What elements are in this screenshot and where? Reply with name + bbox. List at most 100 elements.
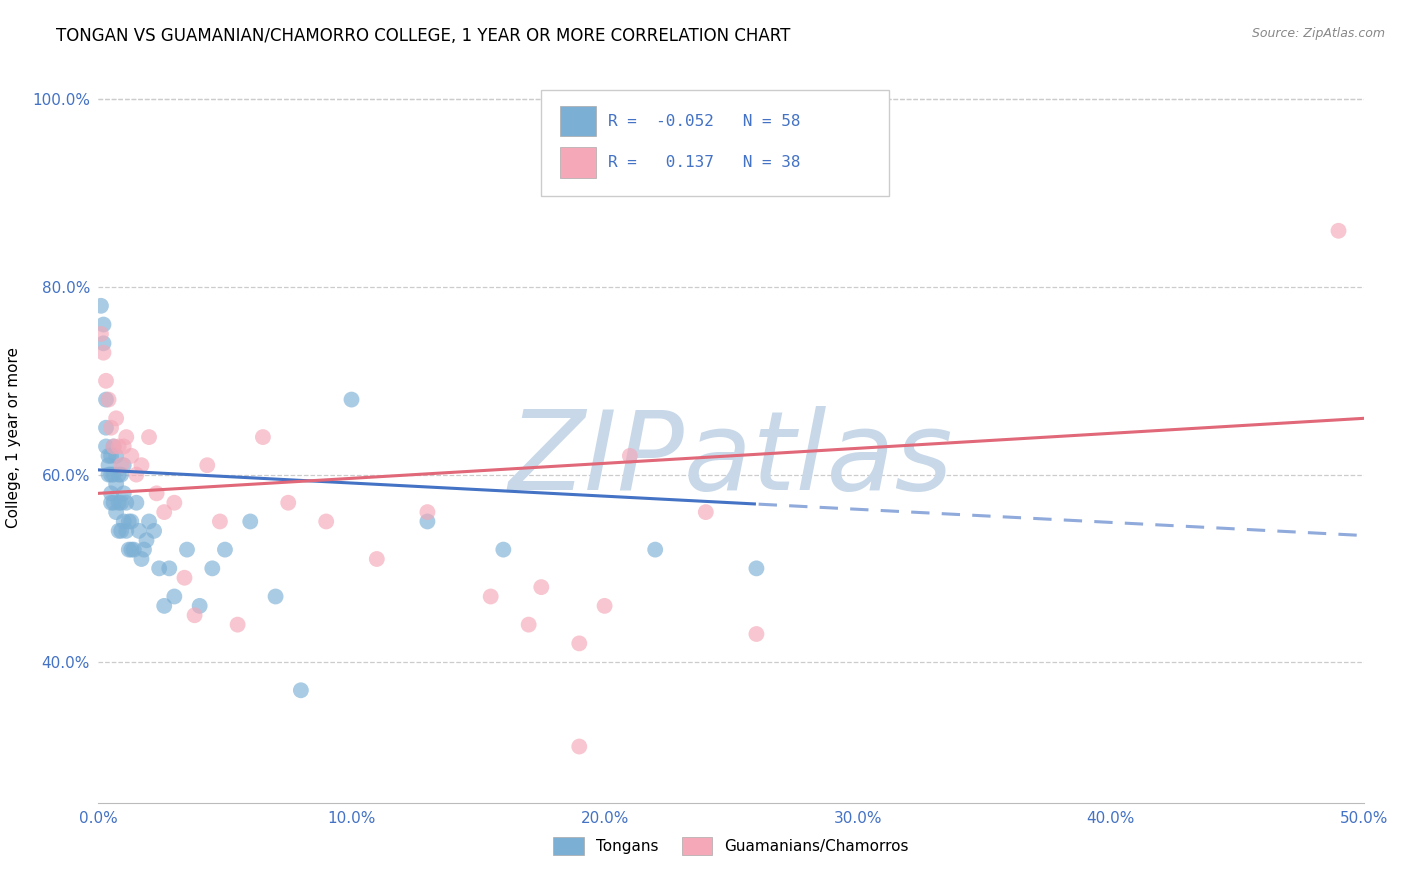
Point bbox=[112, 440, 135, 454]
Text: TONGAN VS GUAMANIAN/CHAMORRO COLLEGE, 1 YEAR OR MORE CORRELATION CHART: TONGAN VS GUAMANIAN/CHAMORRO COLLEGE, 1 … bbox=[56, 27, 790, 45]
Point bbox=[93, 336, 115, 351]
Point bbox=[644, 542, 666, 557]
Point bbox=[188, 599, 211, 613]
Point bbox=[105, 411, 128, 425]
Point bbox=[105, 477, 128, 491]
Point bbox=[100, 449, 122, 463]
Point bbox=[479, 590, 502, 604]
Point bbox=[132, 542, 155, 557]
Point bbox=[148, 561, 170, 575]
Point bbox=[153, 505, 176, 519]
Point bbox=[131, 552, 153, 566]
Point bbox=[195, 458, 218, 473]
Point bbox=[183, 608, 205, 623]
Y-axis label: College, 1 year or more: College, 1 year or more bbox=[6, 347, 21, 527]
Point bbox=[107, 467, 129, 482]
Point bbox=[94, 440, 117, 454]
Point bbox=[173, 571, 195, 585]
Point bbox=[94, 374, 117, 388]
Point bbox=[416, 505, 439, 519]
Point bbox=[366, 552, 388, 566]
Point bbox=[568, 739, 591, 754]
Legend: Tongans, Guamanians/Chamorros: Tongans, Guamanians/Chamorros bbox=[547, 831, 915, 861]
Point bbox=[492, 542, 515, 557]
FancyBboxPatch shape bbox=[560, 147, 596, 178]
Point bbox=[128, 524, 150, 538]
Point bbox=[163, 590, 186, 604]
Point bbox=[214, 542, 236, 557]
Point bbox=[120, 542, 142, 557]
Point bbox=[110, 524, 132, 538]
Point bbox=[176, 542, 198, 557]
Point bbox=[745, 561, 768, 575]
Point bbox=[100, 420, 122, 434]
Point bbox=[226, 617, 249, 632]
Point bbox=[115, 430, 138, 444]
Point bbox=[290, 683, 312, 698]
Point bbox=[103, 496, 125, 510]
Point bbox=[416, 515, 439, 529]
Point bbox=[112, 515, 135, 529]
Point bbox=[93, 345, 115, 359]
Point bbox=[103, 440, 125, 454]
Point bbox=[100, 486, 122, 500]
Point bbox=[107, 524, 129, 538]
Point bbox=[517, 617, 540, 632]
Point bbox=[145, 486, 167, 500]
Point bbox=[239, 515, 262, 529]
Point bbox=[105, 505, 128, 519]
Point bbox=[138, 430, 160, 444]
Point bbox=[340, 392, 363, 407]
Point bbox=[163, 496, 186, 510]
Point bbox=[118, 515, 141, 529]
Point bbox=[105, 449, 128, 463]
Point bbox=[201, 561, 224, 575]
Point bbox=[103, 440, 125, 454]
Point bbox=[252, 430, 274, 444]
FancyBboxPatch shape bbox=[560, 106, 596, 136]
Point bbox=[157, 561, 180, 575]
Point bbox=[94, 392, 117, 407]
Point bbox=[695, 505, 717, 519]
Point bbox=[118, 542, 141, 557]
Point bbox=[277, 496, 299, 510]
Point bbox=[530, 580, 553, 594]
Point bbox=[97, 392, 120, 407]
Point bbox=[131, 458, 153, 473]
Point bbox=[315, 515, 337, 529]
FancyBboxPatch shape bbox=[541, 90, 889, 195]
Point bbox=[97, 467, 120, 482]
Point bbox=[93, 318, 115, 332]
Point bbox=[1327, 224, 1350, 238]
Point bbox=[110, 458, 132, 473]
Point bbox=[153, 599, 176, 613]
Point bbox=[125, 496, 148, 510]
Point bbox=[208, 515, 231, 529]
Point bbox=[110, 467, 132, 482]
Text: R =   0.137   N = 38: R = 0.137 N = 38 bbox=[609, 155, 801, 170]
Point bbox=[115, 496, 138, 510]
Point bbox=[112, 486, 135, 500]
Point bbox=[94, 420, 117, 434]
Point bbox=[112, 458, 135, 473]
Point bbox=[593, 599, 616, 613]
Point bbox=[619, 449, 641, 463]
Point bbox=[138, 515, 160, 529]
Point bbox=[97, 449, 120, 463]
Point bbox=[100, 496, 122, 510]
Point bbox=[110, 496, 132, 510]
Point bbox=[122, 542, 145, 557]
Point bbox=[97, 458, 120, 473]
Point bbox=[115, 524, 138, 538]
Point bbox=[143, 524, 166, 538]
Point bbox=[100, 467, 122, 482]
Text: R =  -0.052   N = 58: R = -0.052 N = 58 bbox=[609, 113, 801, 128]
Point bbox=[120, 515, 142, 529]
Point bbox=[90, 326, 112, 341]
Point bbox=[745, 627, 768, 641]
Point bbox=[120, 449, 142, 463]
Point bbox=[264, 590, 287, 604]
Point bbox=[125, 467, 148, 482]
Text: Source: ZipAtlas.com: Source: ZipAtlas.com bbox=[1251, 27, 1385, 40]
Point bbox=[107, 496, 129, 510]
